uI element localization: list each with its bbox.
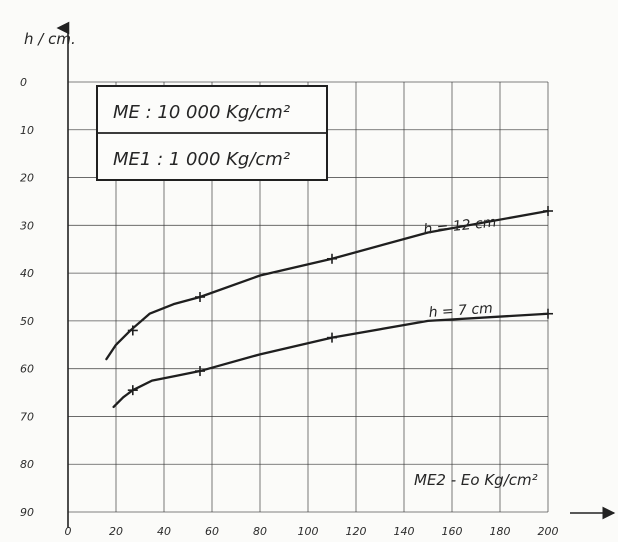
legend-entry: ME : 10 000 Kg/cm²	[113, 102, 290, 123]
series-label: h = 12 cm	[423, 214, 497, 238]
y-tick-label: 30	[20, 219, 34, 232]
axes	[56, 21, 616, 528]
series-markers	[127, 206, 553, 396]
y-tick-label: 10	[20, 124, 34, 137]
x-tick-label: 180	[490, 525, 511, 538]
x-tick-label: 100	[298, 525, 319, 538]
y-tick-label: 0	[20, 76, 27, 89]
y-tick-label: 70	[20, 410, 34, 423]
x-tick-label: 200	[538, 525, 559, 538]
legend-entry: ME1 : 1 000 Kg/cm²	[113, 149, 290, 170]
x-tick-label: 140	[394, 525, 415, 538]
y-tick-label: 50	[20, 315, 34, 328]
chart-labels: h / cm. ME2 - Eo Kg/cm² h = 12 cm h = 7 cm	[24, 30, 538, 489]
tick-labels: 0 10 20 30 40 50 60 70 80 90 0 20 40 60 80 100 120 140 160…	[20, 76, 559, 538]
x-tick-label: 0	[65, 525, 72, 538]
x-axis-label: ME2 - Eo Kg/cm²	[414, 471, 538, 489]
x-tick-label: 80	[253, 525, 267, 538]
legend: ME : 10 000 Kg/cm² ME1 : 1 000 Kg/cm²	[96, 85, 328, 181]
x-tick-label: 40	[157, 525, 171, 538]
series-label: h = 7 cm	[428, 301, 493, 321]
series-line	[105, 209, 550, 361]
y-tick-label: 80	[20, 458, 34, 471]
y-tick-label: 60	[20, 363, 34, 376]
x-tick-label: 160	[442, 525, 463, 538]
x-tick-label: 120	[346, 525, 367, 538]
series-line	[112, 312, 550, 409]
y-tick-label: 40	[20, 267, 34, 280]
x-tick-label: 20	[109, 525, 123, 538]
y-tick-label: 20	[20, 172, 34, 185]
x-tick-label: 60	[205, 525, 219, 538]
y-axis-label: h / cm.	[24, 30, 76, 48]
y-tick-label: 90	[20, 506, 34, 519]
series-curves	[105, 209, 550, 409]
